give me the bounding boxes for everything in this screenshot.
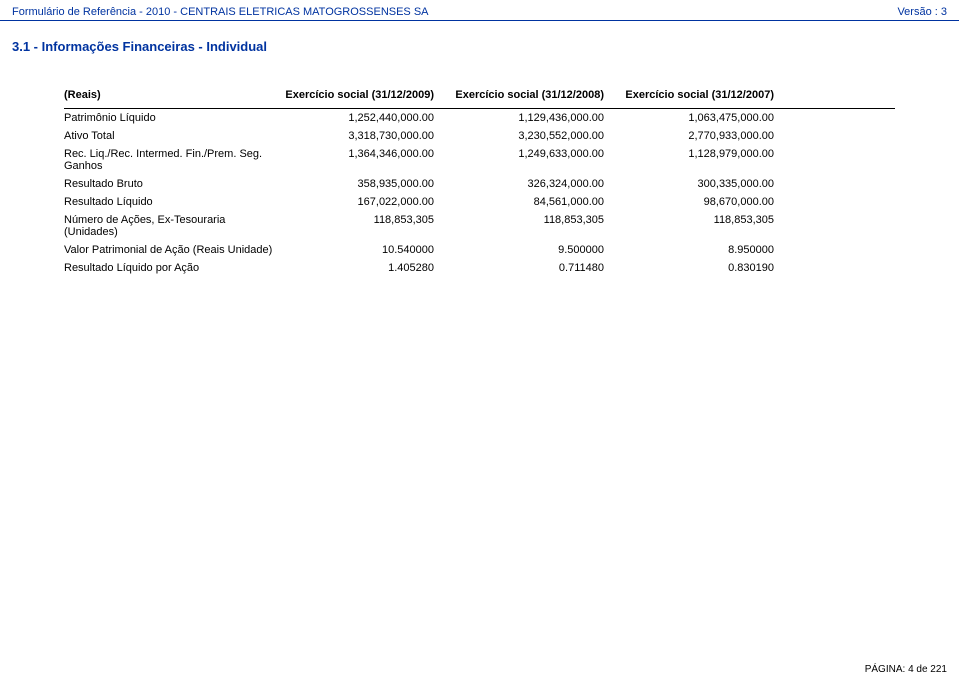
cell: 118,853,305	[614, 211, 784, 229]
table-row: Resultado Líquido 167,022,000.00 84,561,…	[64, 193, 895, 211]
unit-label: (Reais)	[64, 86, 274, 105]
cell: 1,364,346,000.00	[274, 145, 444, 163]
header-left-text: Formulário de Referência - 2010 - CENTRA…	[12, 6, 429, 18]
financial-table: (Reais) Exercício social (31/12/2009) Ex…	[0, 54, 959, 277]
cell: 3,230,552,000.00	[444, 127, 614, 145]
cell: 1,252,440,000.00	[274, 109, 444, 127]
table-row: Ativo Total 3,318,730,000.00 3,230,552,0…	[64, 127, 895, 145]
row-label: Resultado Bruto	[64, 175, 274, 193]
cell: 1,063,475,000.00	[614, 109, 784, 127]
cell: 2,770,933,000.00	[614, 127, 784, 145]
table-row: Resultado Bruto 358,935,000.00 326,324,0…	[64, 175, 895, 193]
cell: 118,853,305	[274, 211, 444, 229]
table-row: Patrimônio Líquido 1,252,440,000.00 1,12…	[64, 109, 895, 127]
col-header: Exercício social (31/12/2008)	[444, 86, 614, 105]
cell: 1,129,436,000.00	[444, 109, 614, 127]
row-label: Ativo Total	[64, 127, 274, 145]
cell: 0.830190	[614, 259, 784, 277]
table-row: Valor Patrimonial de Ação (Reais Unidade…	[64, 241, 895, 259]
cell: 98,670,000.00	[614, 193, 784, 211]
cell: 9.500000	[444, 241, 614, 259]
row-label: Rec. Liq./Rec. Intermed. Fin./Prem. Seg.…	[64, 145, 274, 175]
row-label: Resultado Líquido	[64, 193, 274, 211]
col-header: Exercício social (31/12/2009)	[274, 86, 444, 105]
section-title: 3.1 - Informações Financeiras - Individu…	[0, 21, 959, 54]
row-label: Patrimônio Líquido	[64, 109, 274, 127]
cell: 1,128,979,000.00	[614, 145, 784, 163]
cell: 167,022,000.00	[274, 193, 444, 211]
table-header-row: (Reais) Exercício social (31/12/2009) Ex…	[64, 86, 895, 109]
cell: 1.405280	[274, 259, 444, 277]
page-footer: PÁGINA: 4 de 221	[865, 664, 947, 675]
row-label: Resultado Líquido por Ação	[64, 259, 274, 277]
page-header: Formulário de Referência - 2010 - CENTRA…	[0, 0, 959, 21]
cell: 3,318,730,000.00	[274, 127, 444, 145]
col-header: Exercício social (31/12/2007)	[614, 86, 784, 105]
cell: 326,324,000.00	[444, 175, 614, 193]
cell: 84,561,000.00	[444, 193, 614, 211]
cell: 8.950000	[614, 241, 784, 259]
table-row: Rec. Liq./Rec. Intermed. Fin./Prem. Seg.…	[64, 145, 895, 175]
table-row: Número de Ações, Ex-Tesouraria (Unidades…	[64, 211, 895, 241]
header-right-text: Versão : 3	[897, 6, 947, 18]
row-label: Valor Patrimonial de Ação (Reais Unidade…	[64, 241, 274, 259]
cell: 1,249,633,000.00	[444, 145, 614, 163]
cell: 10.540000	[274, 241, 444, 259]
cell: 118,853,305	[444, 211, 614, 229]
cell: 300,335,000.00	[614, 175, 784, 193]
table-row: Resultado Líquido por Ação 1.405280 0.71…	[64, 259, 895, 277]
row-label: Número de Ações, Ex-Tesouraria (Unidades…	[64, 211, 274, 241]
cell: 358,935,000.00	[274, 175, 444, 193]
cell: 0.711480	[444, 259, 614, 277]
